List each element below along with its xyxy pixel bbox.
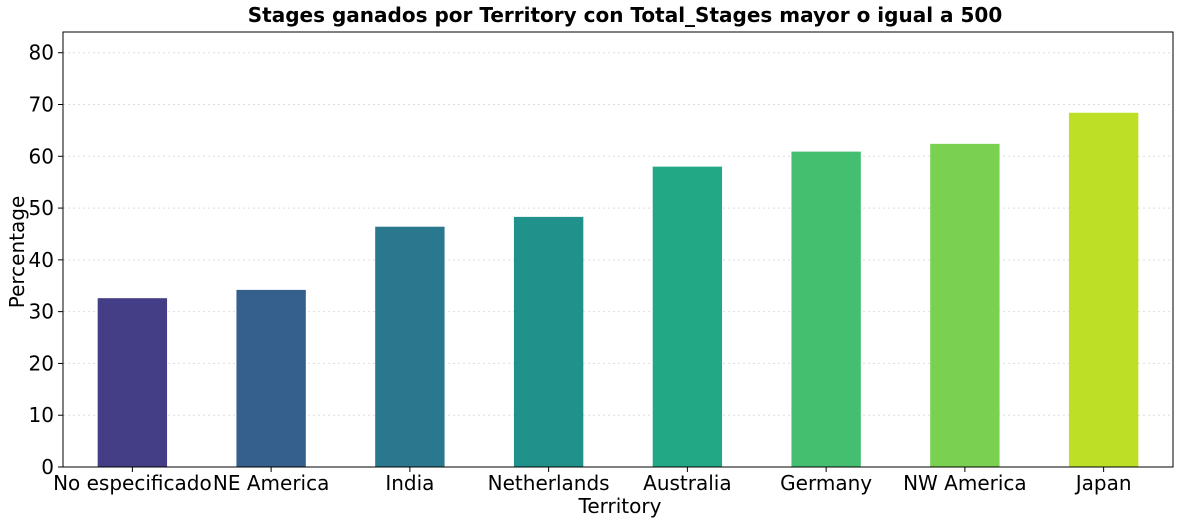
x-tick-label: NE America bbox=[213, 471, 329, 495]
x-tick-label: No especificado bbox=[53, 471, 212, 495]
bar-no-especificado bbox=[97, 298, 168, 467]
y-tick-label: 60 bbox=[29, 144, 54, 168]
y-tick-label: 20 bbox=[29, 351, 54, 375]
y-tick-label: 80 bbox=[29, 41, 54, 65]
grid-lines bbox=[63, 52, 1173, 416]
y-tick-label: 40 bbox=[29, 248, 54, 272]
y-tick-label: 70 bbox=[29, 93, 54, 117]
bar-ne-america bbox=[236, 289, 306, 467]
y-tick-label: 10 bbox=[29, 403, 54, 427]
bar-netherlands bbox=[513, 216, 584, 467]
x-tick-label: India bbox=[385, 471, 434, 495]
y-tick-label: 50 bbox=[29, 196, 54, 220]
bar-australia bbox=[652, 166, 723, 467]
y-tick-label: 30 bbox=[29, 300, 54, 324]
x-axis: No especificado NE America India Netherland… bbox=[53, 467, 1132, 495]
bar-japan bbox=[1068, 112, 1139, 468]
chart-title: Stages ganados por Territory con Total_S… bbox=[248, 3, 1002, 27]
x-tick-label: Germany bbox=[780, 471, 872, 495]
x-tick-label: NW America bbox=[903, 471, 1027, 495]
x-axis-label: Territory bbox=[578, 494, 662, 518]
bar-germany bbox=[791, 151, 861, 467]
y-tick-label: 0 bbox=[41, 455, 54, 479]
x-tick-label: Netherlands bbox=[488, 471, 610, 495]
y-axis-label: Percentage bbox=[5, 196, 29, 309]
x-tick-label: Australia bbox=[643, 471, 731, 495]
plot-frame bbox=[62, 31, 1174, 468]
bars-group bbox=[97, 112, 1139, 468]
y-axis: 0 10 20 30 40 50 60 70 80 bbox=[29, 41, 63, 479]
bar-nw-america bbox=[930, 143, 1000, 467]
bar-india bbox=[375, 226, 445, 467]
x-tick-label: Japan bbox=[1074, 471, 1132, 495]
